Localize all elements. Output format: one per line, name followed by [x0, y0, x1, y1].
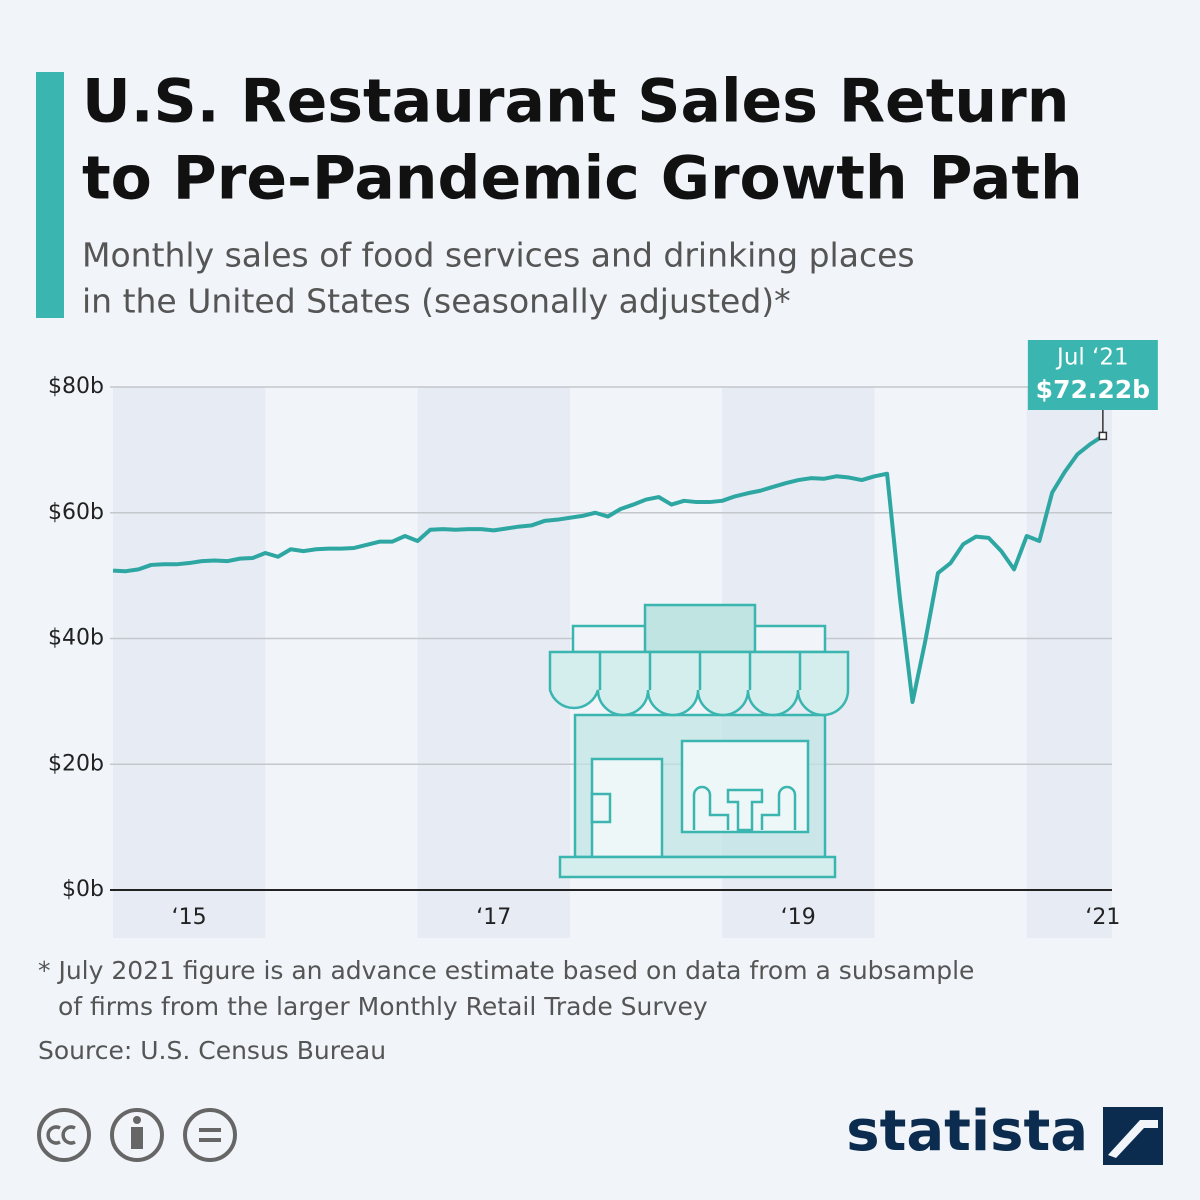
year-band [417, 387, 570, 938]
end-marker [1098, 431, 1108, 441]
footnote: of firms from the larger Monthly Retail … [58, 992, 708, 1021]
chart-subtitle: Monthly sales of food services and drink… [82, 236, 915, 275]
y-tick-label: $40b [48, 626, 104, 651]
y-tick-label: $80b [48, 374, 104, 399]
y-tick-label: $20b [48, 751, 104, 776]
footnote: * July 2021 figure is an advance estimat… [38, 956, 974, 985]
year-band [1026, 387, 1112, 938]
callout-box [1027, 340, 1158, 410]
x-tick-label: ‘21 [1085, 905, 1120, 930]
callout-date: Jul ‘21 [1055, 345, 1129, 371]
chart-title: to Pre-Pandemic Growth Path [82, 144, 1083, 214]
value-label: $72.22b [1036, 375, 1150, 404]
y-tick-label: $0b [62, 877, 104, 902]
data-line [112, 434, 1104, 705]
x-tick-label: ‘17 [476, 905, 511, 930]
title-accent [36, 72, 64, 318]
brand: statista [846, 1099, 1088, 1164]
store-illustration [548, 603, 850, 879]
brand-logo [1103, 1107, 1163, 1165]
y-tick-label: $60b [48, 500, 104, 525]
x-tick-label: ‘15 [172, 905, 207, 930]
license-icons [37, 1108, 237, 1162]
source: Source: U.S. Census Bureau [38, 1036, 386, 1065]
x-tick-label: ‘19 [781, 905, 816, 930]
chart-title: U.S. Restaurant Sales Return [82, 67, 1069, 137]
chart-subtitle: in the United States (seasonally adjuste… [82, 282, 791, 321]
year-band [113, 387, 266, 938]
